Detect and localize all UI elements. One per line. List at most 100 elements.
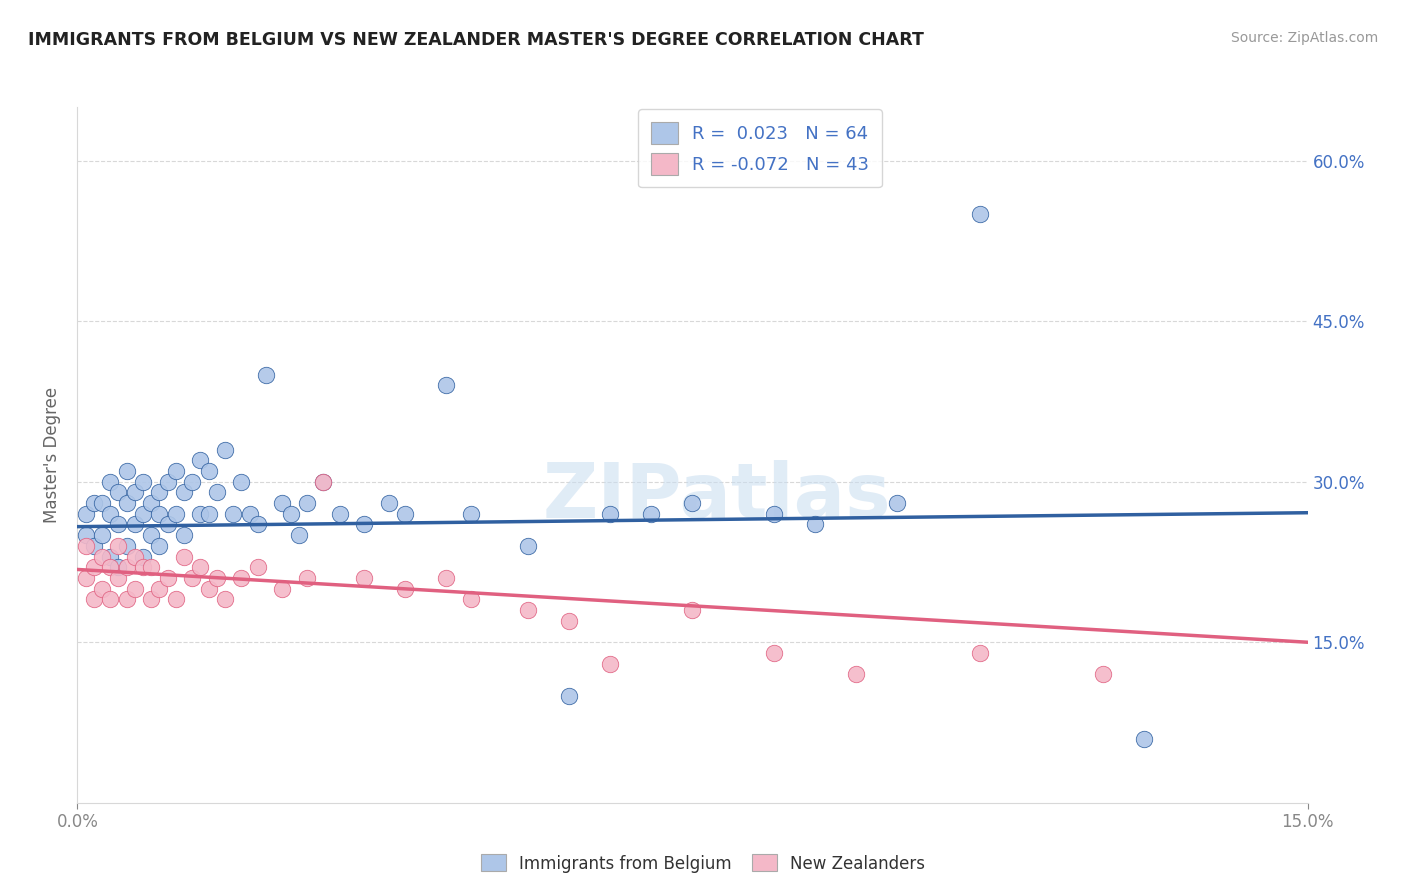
Point [107, 485, 129, 500]
Point [271, 582, 294, 596]
Point [969, 646, 991, 660]
Point [246, 560, 269, 574]
Point [188, 507, 212, 521]
Point [353, 571, 375, 585]
Point [1132, 731, 1154, 746]
Point [132, 507, 155, 521]
Point [181, 475, 204, 489]
Point [886, 496, 908, 510]
Point [845, 667, 868, 681]
Point [124, 582, 146, 596]
Point [271, 496, 294, 510]
Point [83, 539, 105, 553]
Point [165, 592, 187, 607]
Point [141, 528, 163, 542]
Point [295, 571, 318, 585]
Point [90, 582, 114, 596]
Point [197, 507, 219, 521]
Legend: R =  0.023   N = 64, R = -0.072   N = 43: R = 0.023 N = 64, R = -0.072 N = 43 [638, 109, 882, 187]
Point [115, 464, 138, 478]
Point [197, 582, 219, 596]
Point [197, 464, 219, 478]
Point [188, 560, 212, 574]
Point [436, 378, 458, 392]
Point [280, 507, 302, 521]
Point [107, 560, 129, 574]
Point [214, 592, 236, 607]
Point [124, 549, 146, 564]
Point [75, 571, 97, 585]
Point [156, 517, 179, 532]
Point [107, 571, 129, 585]
Point [188, 453, 212, 467]
Point [98, 475, 121, 489]
Point [141, 496, 163, 510]
Point [148, 582, 170, 596]
Point [165, 507, 187, 521]
Legend: Immigrants from Belgium, New Zealanders: Immigrants from Belgium, New Zealanders [474, 847, 932, 880]
Point [246, 517, 269, 532]
Point [558, 689, 581, 703]
Point [804, 517, 827, 532]
Text: IMMIGRANTS FROM BELGIUM VS NEW ZEALANDER MASTER'S DEGREE CORRELATION CHART: IMMIGRANTS FROM BELGIUM VS NEW ZEALANDER… [28, 31, 924, 49]
Point [107, 517, 129, 532]
Text: ZIPatlas: ZIPatlas [543, 459, 891, 533]
Point [295, 496, 318, 510]
Point [231, 571, 253, 585]
Point [288, 528, 311, 542]
Point [181, 571, 204, 585]
Point [599, 657, 621, 671]
Point [254, 368, 277, 382]
Point [969, 207, 991, 221]
Point [90, 528, 114, 542]
Y-axis label: Master's Degree: Master's Degree [44, 387, 62, 523]
Point [173, 485, 195, 500]
Point [205, 485, 228, 500]
Point [599, 507, 621, 521]
Point [312, 475, 335, 489]
Point [173, 549, 195, 564]
Point [124, 485, 146, 500]
Point [329, 507, 352, 521]
Point [141, 560, 163, 574]
Point [90, 549, 114, 564]
Point [682, 496, 704, 510]
Point [312, 475, 335, 489]
Point [558, 614, 581, 628]
Point [75, 539, 97, 553]
Point [222, 507, 245, 521]
Point [239, 507, 262, 521]
Point [132, 475, 155, 489]
Point [436, 571, 458, 585]
Point [378, 496, 401, 510]
Point [83, 560, 105, 574]
Point [165, 464, 187, 478]
Point [763, 507, 786, 521]
Point [148, 485, 170, 500]
Point [124, 517, 146, 532]
Point [132, 549, 155, 564]
Point [132, 560, 155, 574]
Point [98, 507, 121, 521]
Point [148, 539, 170, 553]
Text: Source: ZipAtlas.com: Source: ZipAtlas.com [1230, 31, 1378, 45]
Point [141, 592, 163, 607]
Point [460, 592, 482, 607]
Point [1091, 667, 1114, 681]
Point [148, 507, 170, 521]
Point [517, 539, 540, 553]
Point [83, 592, 105, 607]
Point [115, 560, 138, 574]
Point [394, 507, 416, 521]
Point [460, 507, 482, 521]
Point [75, 528, 97, 542]
Point [115, 539, 138, 553]
Point [98, 592, 121, 607]
Point [156, 475, 179, 489]
Point [640, 507, 662, 521]
Point [115, 496, 138, 510]
Point [353, 517, 375, 532]
Point [83, 496, 105, 510]
Point [107, 539, 129, 553]
Point [763, 646, 786, 660]
